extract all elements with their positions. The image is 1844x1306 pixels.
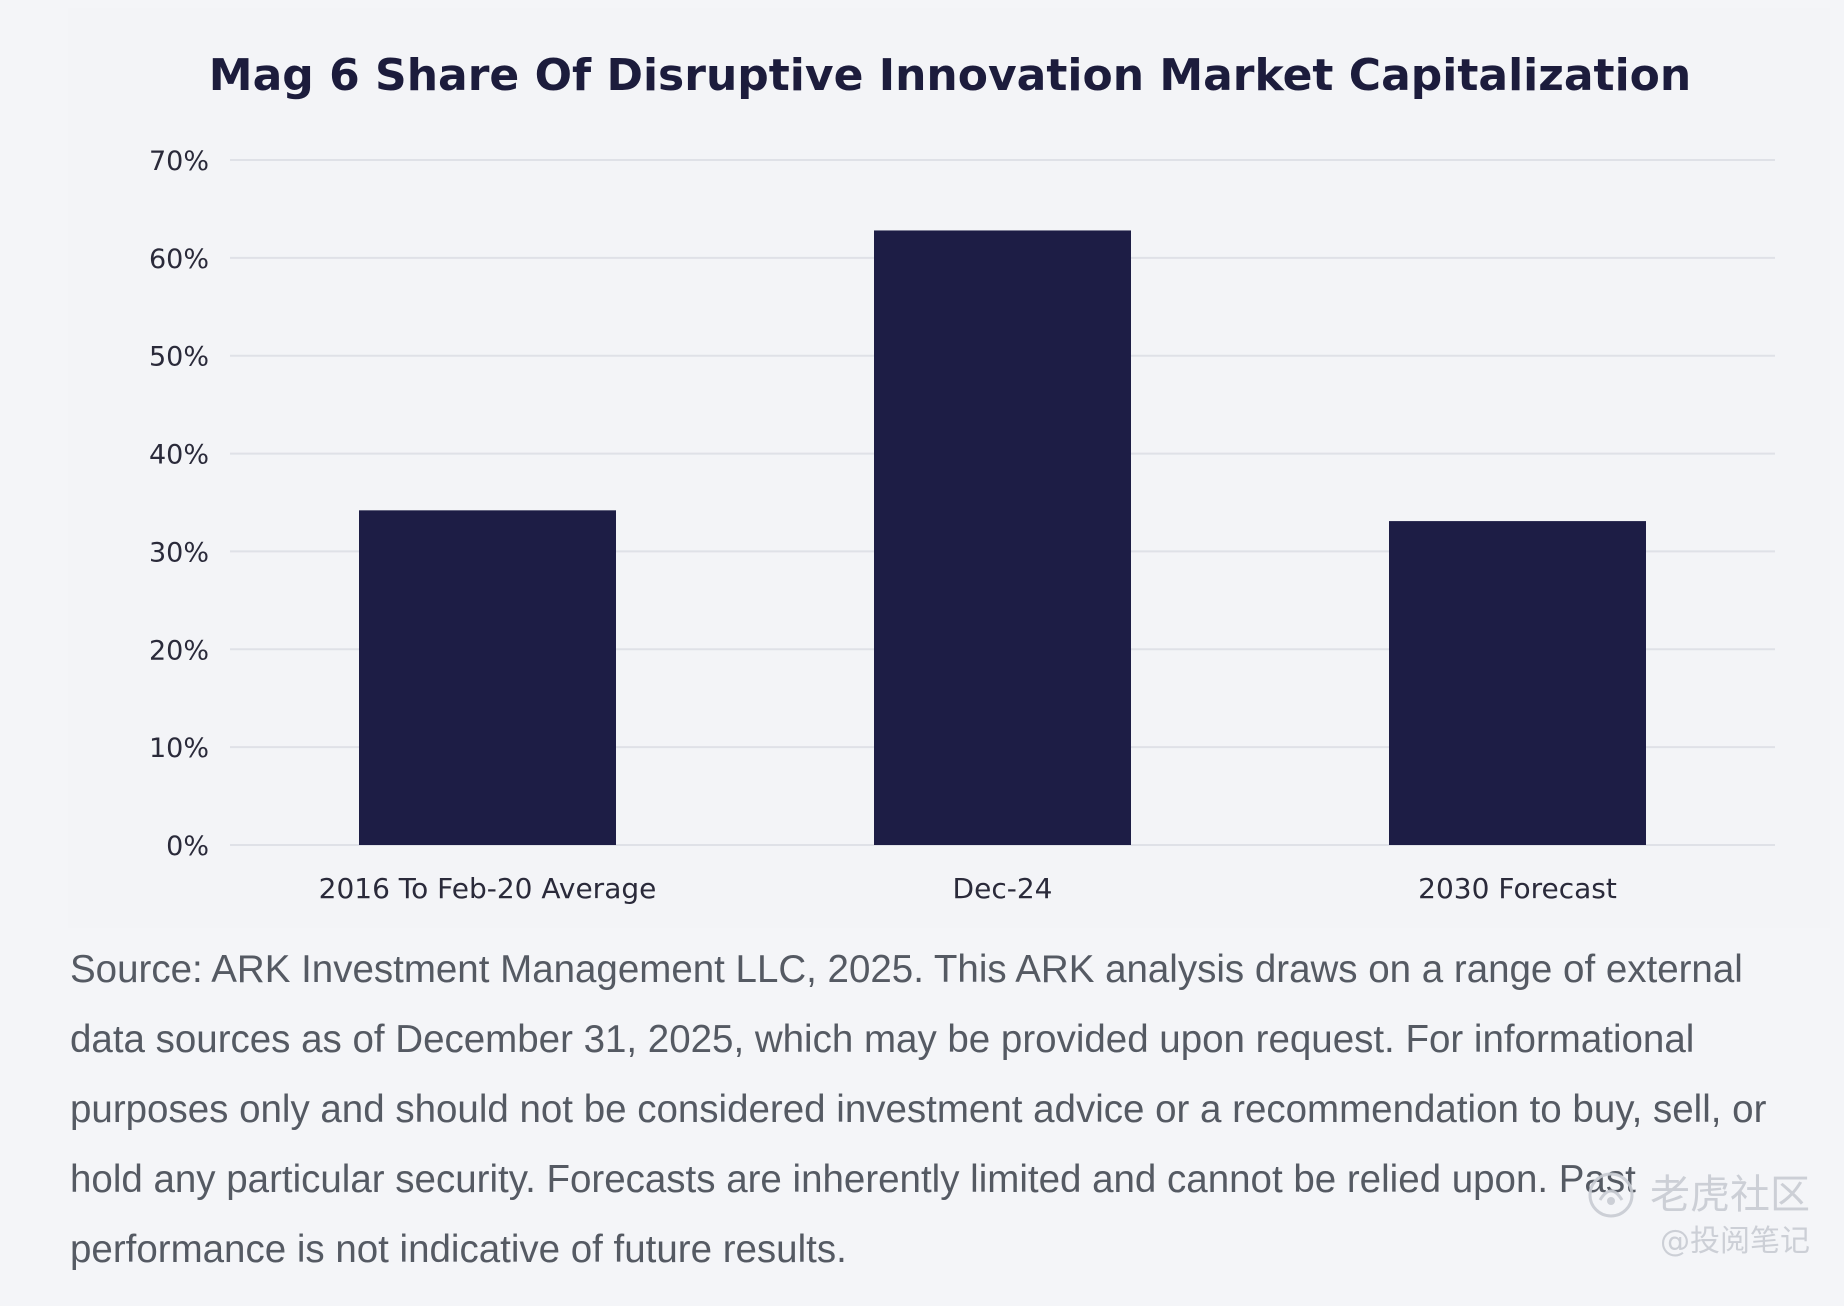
x-category-label: Dec-24 — [953, 872, 1053, 905]
y-tick-label: 40% — [149, 440, 209, 471]
y-tick-label: 50% — [149, 342, 209, 373]
y-tick-label: 10% — [149, 733, 209, 764]
watermark-handle: @投阅笔记 — [1660, 1224, 1810, 1259]
source-note: Source: ARK Investment Management LLC, 2… — [70, 948, 1767, 1271]
y-tick-label: 20% — [149, 635, 209, 666]
y-tick-label: 70% — [149, 146, 209, 177]
bars — [359, 230, 1646, 845]
y-tick-label: 0% — [166, 831, 209, 862]
x-axis-labels: 2016 To Feb-20 Average Dec-24 2030 Forecas… — [319, 872, 1617, 905]
y-axis-ticks: 0% 10% 20% 30% 40% 50% 60% 70% — [149, 146, 209, 862]
watermark: 老虎社区 @投阅笔记 — [1586, 1170, 1810, 1264]
bar-chart: Mag 6 Share Of Disruptive Innovation Mar… — [149, 50, 1775, 905]
chart-title: Mag 6 Share Of Disruptive Innovation Mar… — [209, 50, 1691, 101]
y-tick-label: 60% — [149, 244, 209, 275]
bar-3 — [1389, 521, 1646, 845]
x-category-label: 2030 Forecast — [1418, 872, 1617, 905]
y-tick-label: 30% — [149, 537, 209, 568]
bar-2 — [874, 230, 1131, 845]
bar-1 — [359, 510, 616, 845]
x-category-label: 2016 To Feb-20 Average — [319, 872, 657, 905]
tiger-logo-icon — [1588, 1172, 1634, 1218]
watermark-brand: 老虎社区 — [1650, 1172, 1810, 1218]
